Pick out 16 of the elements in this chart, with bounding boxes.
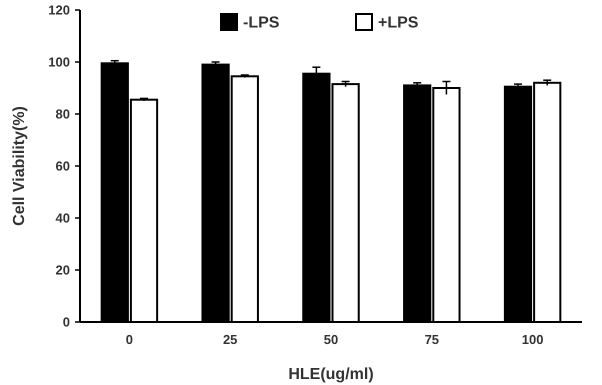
x-tick-label: 0 <box>126 332 134 347</box>
x-tick-label: 75 <box>424 332 440 347</box>
legend-label: -LPS <box>243 14 280 32</box>
y-tick-label: 40 <box>56 210 70 226</box>
y-tick-label: 80 <box>56 106 70 122</box>
x-axis-title: HLE(ug/ml) <box>288 366 374 383</box>
y-tick-label: 60 <box>56 158 70 174</box>
x-tick-label: 25 <box>222 332 238 347</box>
y-tick-label: 20 <box>56 262 70 278</box>
y-axis-title: Cell Viability(%) <box>11 106 28 226</box>
y-tick-label: 100 <box>48 54 70 70</box>
y-tick-label: 120 <box>48 2 70 18</box>
x-tick-label: 50 <box>324 332 338 347</box>
x-tick-label: 100 <box>522 332 544 347</box>
y-tick-label: 0 <box>62 314 70 330</box>
legend-label: +LPS <box>378 14 419 32</box>
